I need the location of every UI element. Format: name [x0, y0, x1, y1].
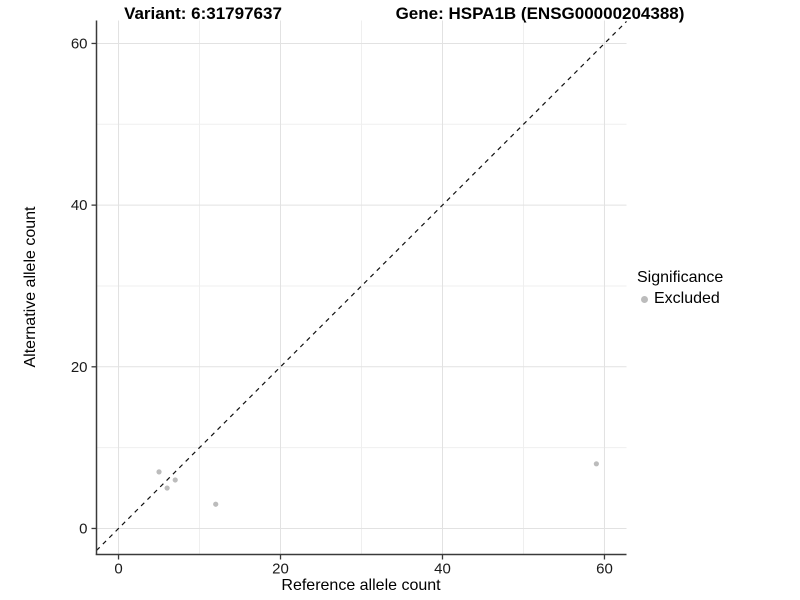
- x-axis-title: Reference allele count: [281, 577, 441, 594]
- data-point: [593, 461, 599, 467]
- legend-marker-dot-icon: [641, 295, 648, 303]
- plot-title-variant: Variant: 6:31797637: [124, 4, 282, 23]
- legend: Significance Excluded: [637, 269, 723, 308]
- y-tick-label: 40: [71, 197, 88, 214]
- plot-panel: 0 20 40 60 0 20 40 60: [71, 20, 627, 578]
- x-tick-label: 60: [596, 561, 613, 578]
- x-tick-label: 40: [434, 561, 451, 578]
- y-tick-label: 20: [71, 359, 88, 376]
- y-tick-label: 0: [79, 520, 87, 537]
- x-tick-label: 20: [272, 561, 289, 578]
- legend-entry-label: Excluded: [654, 290, 720, 307]
- y-axis-title: Alternative allele count: [22, 206, 39, 368]
- legend-title: Significance: [637, 269, 724, 286]
- legend-entry-excluded: Excluded: [637, 290, 723, 308]
- data-point: [213, 501, 219, 507]
- y-tick-label: 60: [71, 35, 88, 52]
- data-point: [156, 469, 162, 475]
- plot-title-gene: Gene: HSPA1B (ENSG00000204388): [395, 4, 685, 23]
- data-point: [164, 485, 170, 491]
- identity-reference-line: [96, 21, 627, 551]
- data-point: [172, 477, 178, 483]
- x-tick-label: 0: [114, 561, 122, 578]
